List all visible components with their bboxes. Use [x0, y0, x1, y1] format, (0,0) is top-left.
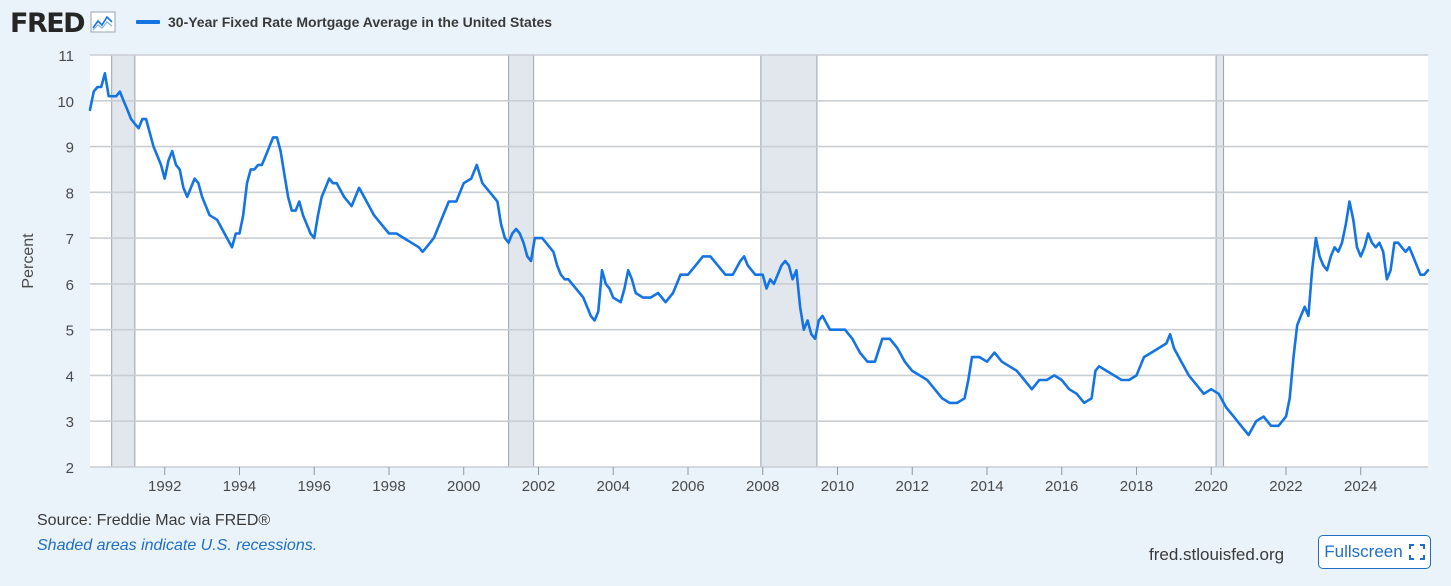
x-tick-label: 2018 — [1120, 478, 1153, 495]
x-axis-ticks: 1992 1994 1996 1998 2000 2002 2004 2006 2008 2010… — [148, 467, 1377, 495]
site-url[interactable]: fred.stlouisfed.org — [1149, 545, 1285, 564]
x-tick-label: 2006 — [671, 478, 704, 495]
x-tick-label: 1996 — [298, 478, 331, 495]
y-axis-ticks: 2 3 4 5 6 7 8 9 10 11 — [57, 48, 74, 477]
x-tick-label: 2008 — [746, 478, 779, 495]
x-tick-label: 2010 — [821, 478, 854, 495]
x-tick-label: 1998 — [372, 478, 405, 495]
y-tick-label: 6 — [66, 277, 74, 294]
x-tick-label: 2014 — [970, 478, 1003, 495]
x-tick-label: 2016 — [1045, 478, 1078, 495]
y-tick-label: 3 — [66, 414, 74, 431]
x-tick-label: 2022 — [1269, 478, 1302, 495]
x-tick-label: 2002 — [522, 478, 555, 495]
x-tick-label: 1992 — [148, 478, 181, 495]
legend-swatch — [136, 20, 160, 24]
fred-logo[interactable]: FRED — [10, 7, 86, 39]
grid-lines — [90, 54, 1428, 468]
fullscreen-label: Fullscreen — [1324, 542, 1403, 561]
graph-icon — [90, 11, 116, 33]
y-tick-label: 2 — [66, 460, 74, 477]
y-tick-label: 10 — [57, 94, 74, 111]
header: FRED — [10, 8, 116, 38]
x-tick-label: 2000 — [447, 478, 480, 495]
y-tick-label: 7 — [66, 231, 74, 248]
source-note: Source: Freddie Mac via FRED® — [37, 512, 271, 529]
recession-band — [1215, 54, 1225, 468]
legend-label: 30-Year Fixed Rate Mortgage Average in t… — [168, 14, 553, 30]
y-tick-label: 11 — [58, 48, 74, 65]
x-tick-label: 1994 — [223, 478, 256, 495]
fullscreen-icon — [1408, 544, 1425, 560]
y-axis-label: Percent — [20, 233, 37, 289]
y-tick-label: 5 — [66, 323, 74, 340]
x-tick-label: 2024 — [1344, 478, 1377, 495]
y-tick-label: 8 — [66, 185, 74, 202]
fullscreen-button[interactable]: Fullscreen — [1318, 535, 1431, 569]
y-tick-label: 9 — [66, 140, 74, 157]
chart-legend: 30-Year Fixed Rate Mortgage Average in t… — [136, 14, 552, 30]
recession-band — [760, 54, 818, 468]
plot-area-background — [90, 55, 1428, 467]
chart[interactable]: 2 3 4 5 6 7 8 9 10 11 1992 1994 1996 1998 2000 2002 200… — [0, 0, 1451, 500]
recession-note: Shaded areas indicate U.S. recessions. — [37, 537, 318, 554]
x-tick-label: 2004 — [597, 478, 630, 495]
x-tick-label: 2020 — [1195, 478, 1228, 495]
series-line[interactable] — [88, 72, 1430, 437]
x-tick-label: 2012 — [896, 478, 929, 495]
y-tick-label: 4 — [66, 368, 74, 385]
series-layer — [88, 72, 1430, 437]
